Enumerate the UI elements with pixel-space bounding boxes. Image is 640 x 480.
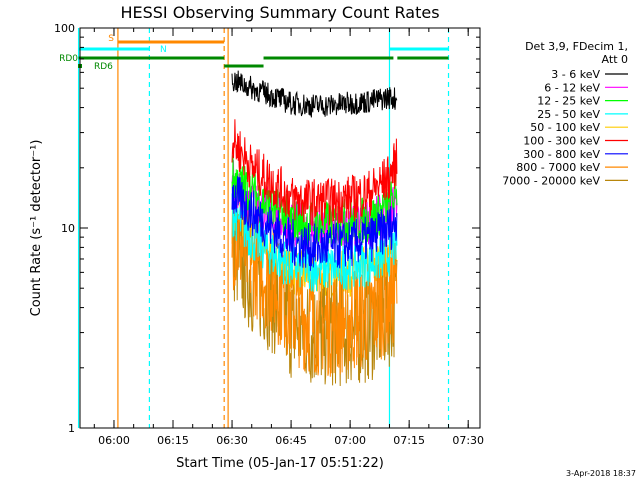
legend-label-6: 100 - 300 keV (523, 135, 600, 148)
chart-title: HESSI Observing Summary Count Rates (120, 3, 439, 22)
series-line-3-6keV (231, 70, 398, 118)
x-tick-label: 06:30 (216, 434, 248, 447)
y-axis-label: Count Rate (s⁻¹ detector⁻¹) (29, 140, 44, 317)
x-axis-label: Start Time (05-Jan-17 05:51:22) (176, 456, 384, 471)
y-tick-label: 1 (68, 422, 75, 435)
legend-label-8: 800 - 7000 keV (516, 161, 600, 174)
legend-label-1: 3 - 6 keV (551, 68, 600, 81)
legend-header-line-2: Att 0 (602, 53, 628, 66)
x-tick-label: 07:00 (334, 434, 366, 447)
footer-date: 3-Apr-2018 18:37 (566, 469, 636, 478)
y-tick-label: 100 (54, 22, 75, 35)
flag-label-s: S (108, 34, 114, 44)
x-tick-label: 07:30 (452, 434, 484, 447)
flag-label-n: N (160, 45, 167, 55)
legend-label-4: 25 - 50 keV (537, 108, 600, 121)
series-line-300-800keV (231, 176, 398, 271)
x-tick-label: 06:15 (157, 434, 189, 447)
legend-label-2: 6 - 12 keV (544, 81, 600, 94)
legend-header-line-1: Det 3,9, FDecim 1, (525, 40, 628, 53)
flag-label-rd0: RD0 (59, 54, 78, 64)
legend-label-9: 7000 - 20000 keV (502, 174, 600, 187)
flag-label-rd6: RD6 (94, 62, 113, 72)
legend-label-7: 300 - 800 keV (523, 148, 600, 161)
legend-label-3: 12 - 25 keV (537, 95, 600, 108)
legend-label-5: 50 - 100 keV (530, 121, 600, 134)
x-tick-label: 06:00 (98, 434, 130, 447)
y-tick-label: 10 (61, 222, 75, 235)
plot-area: S N RD0 RD6 1 10 100 06:00 06:15 06:30 06:45 07:00 0… (54, 22, 484, 447)
series-line-100-300keV (231, 119, 398, 227)
x-tick-label: 07:15 (393, 434, 425, 447)
series-line-25-50keV (231, 193, 398, 292)
x-tick-label: 06:45 (275, 434, 307, 447)
